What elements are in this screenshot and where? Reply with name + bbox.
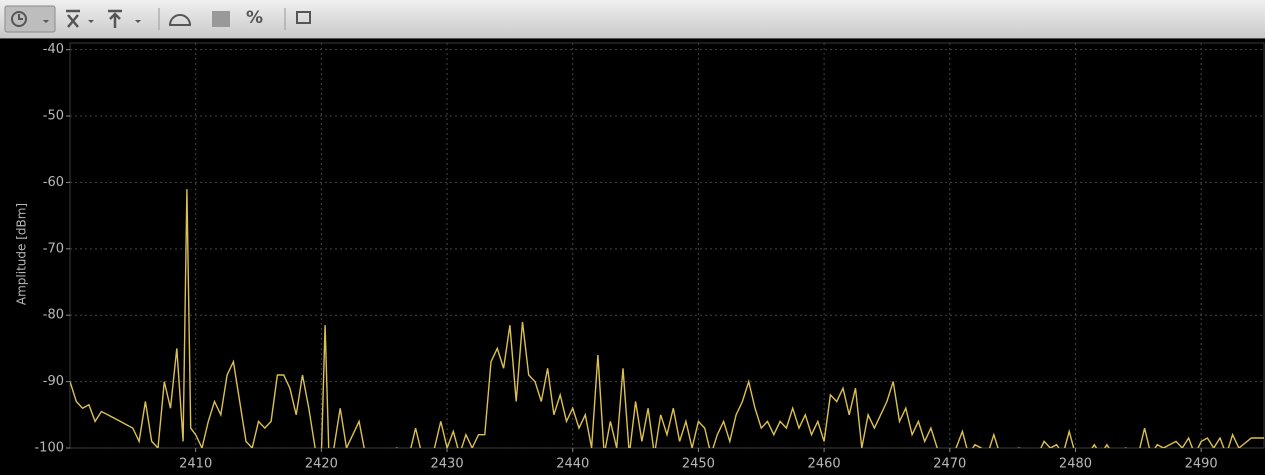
plot-frame <box>69 42 1265 449</box>
y-tick-label: -70 <box>43 241 64 256</box>
waterfall-icon[interactable] <box>212 11 230 27</box>
clock-icon[interactable] <box>11 11 27 27</box>
gauge-icon[interactable] <box>168 14 192 26</box>
y-tick-label: -100 <box>34 441 64 456</box>
x-tick-label: 2490 <box>1185 457 1218 472</box>
y-tick-label: -80 <box>43 308 64 323</box>
y-tick-label: -40 <box>43 42 64 57</box>
x-tick-label: 2420 <box>305 457 338 472</box>
dropdown-arrow[interactable] <box>43 20 49 23</box>
toolbar-icons <box>4 5 311 33</box>
x-tick-label: 2440 <box>556 457 589 472</box>
x-tick-label: 2430 <box>431 457 464 472</box>
y-axis-label: Amplitude [dBm] <box>15 203 29 305</box>
x-tick-label: 2450 <box>682 457 715 472</box>
y-tick-label: -90 <box>43 374 64 389</box>
chart: Amplitude [dBm] -40 -50 -60 -70 -80 -90 -100 24… <box>15 42 1265 472</box>
peak-icon[interactable] <box>108 9 122 28</box>
clock-hands <box>18 14 23 20</box>
x-tick-label: 2410 <box>179 457 212 472</box>
window-icon[interactable] <box>296 11 311 24</box>
clear-icon[interactable] <box>66 9 80 28</box>
percent-button[interactable]: % <box>246 8 264 28</box>
toolbar: % <box>0 0 1265 39</box>
y-tick-label: -50 <box>43 109 64 124</box>
dropdown-arrow[interactable] <box>88 20 94 23</box>
y-tick-label: -60 <box>43 175 64 190</box>
dropdown-arrow[interactable] <box>135 20 141 23</box>
x-tick-label: 2480 <box>1059 457 1092 472</box>
x-tick-label: 2470 <box>933 457 966 472</box>
spectrum-line <box>70 189 1264 448</box>
x-tick-label: 2460 <box>808 457 841 472</box>
